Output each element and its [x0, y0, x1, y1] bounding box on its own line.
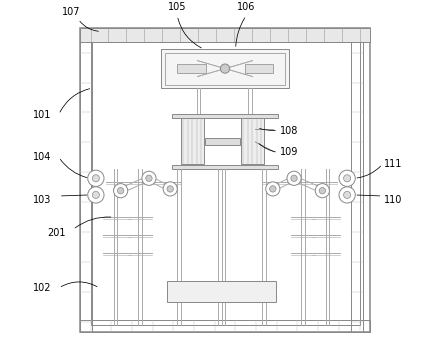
- Circle shape: [117, 187, 124, 194]
- Circle shape: [266, 182, 280, 196]
- Text: 109: 109: [280, 147, 298, 157]
- Circle shape: [146, 175, 152, 181]
- Text: 201: 201: [47, 228, 66, 238]
- Text: 101: 101: [33, 110, 52, 120]
- Text: 108: 108: [280, 126, 298, 136]
- Bar: [172, 165, 278, 170]
- Circle shape: [319, 187, 326, 194]
- Bar: [80, 320, 370, 332]
- Circle shape: [167, 186, 173, 192]
- Circle shape: [142, 171, 156, 185]
- Text: 106: 106: [237, 2, 256, 12]
- Circle shape: [315, 183, 330, 198]
- Bar: [351, 42, 363, 332]
- Circle shape: [287, 171, 301, 185]
- Circle shape: [344, 175, 351, 182]
- Circle shape: [92, 191, 99, 198]
- Circle shape: [92, 175, 99, 182]
- Text: 103: 103: [33, 195, 52, 205]
- Circle shape: [339, 170, 355, 186]
- Bar: [161, 49, 289, 88]
- Bar: [80, 28, 370, 332]
- Text: 111: 111: [384, 159, 402, 169]
- Bar: [181, 118, 204, 164]
- Circle shape: [88, 187, 104, 203]
- Bar: [167, 281, 276, 302]
- Bar: [205, 138, 240, 145]
- Bar: [80, 28, 370, 42]
- Text: 105: 105: [168, 2, 187, 12]
- Bar: [245, 64, 273, 73]
- Text: 104: 104: [33, 152, 52, 162]
- Circle shape: [344, 191, 351, 198]
- Text: 107: 107: [62, 7, 80, 17]
- Bar: [80, 42, 92, 332]
- Text: 110: 110: [384, 195, 402, 205]
- Circle shape: [339, 187, 355, 203]
- Bar: [90, 42, 360, 325]
- Bar: [241, 118, 264, 164]
- Bar: [165, 53, 285, 85]
- Circle shape: [88, 170, 104, 186]
- Circle shape: [221, 64, 229, 73]
- Circle shape: [163, 182, 177, 196]
- Circle shape: [113, 183, 128, 198]
- Text: 102: 102: [33, 283, 52, 293]
- Circle shape: [291, 175, 297, 181]
- Circle shape: [270, 186, 276, 192]
- Bar: [177, 64, 206, 73]
- Bar: [172, 114, 278, 118]
